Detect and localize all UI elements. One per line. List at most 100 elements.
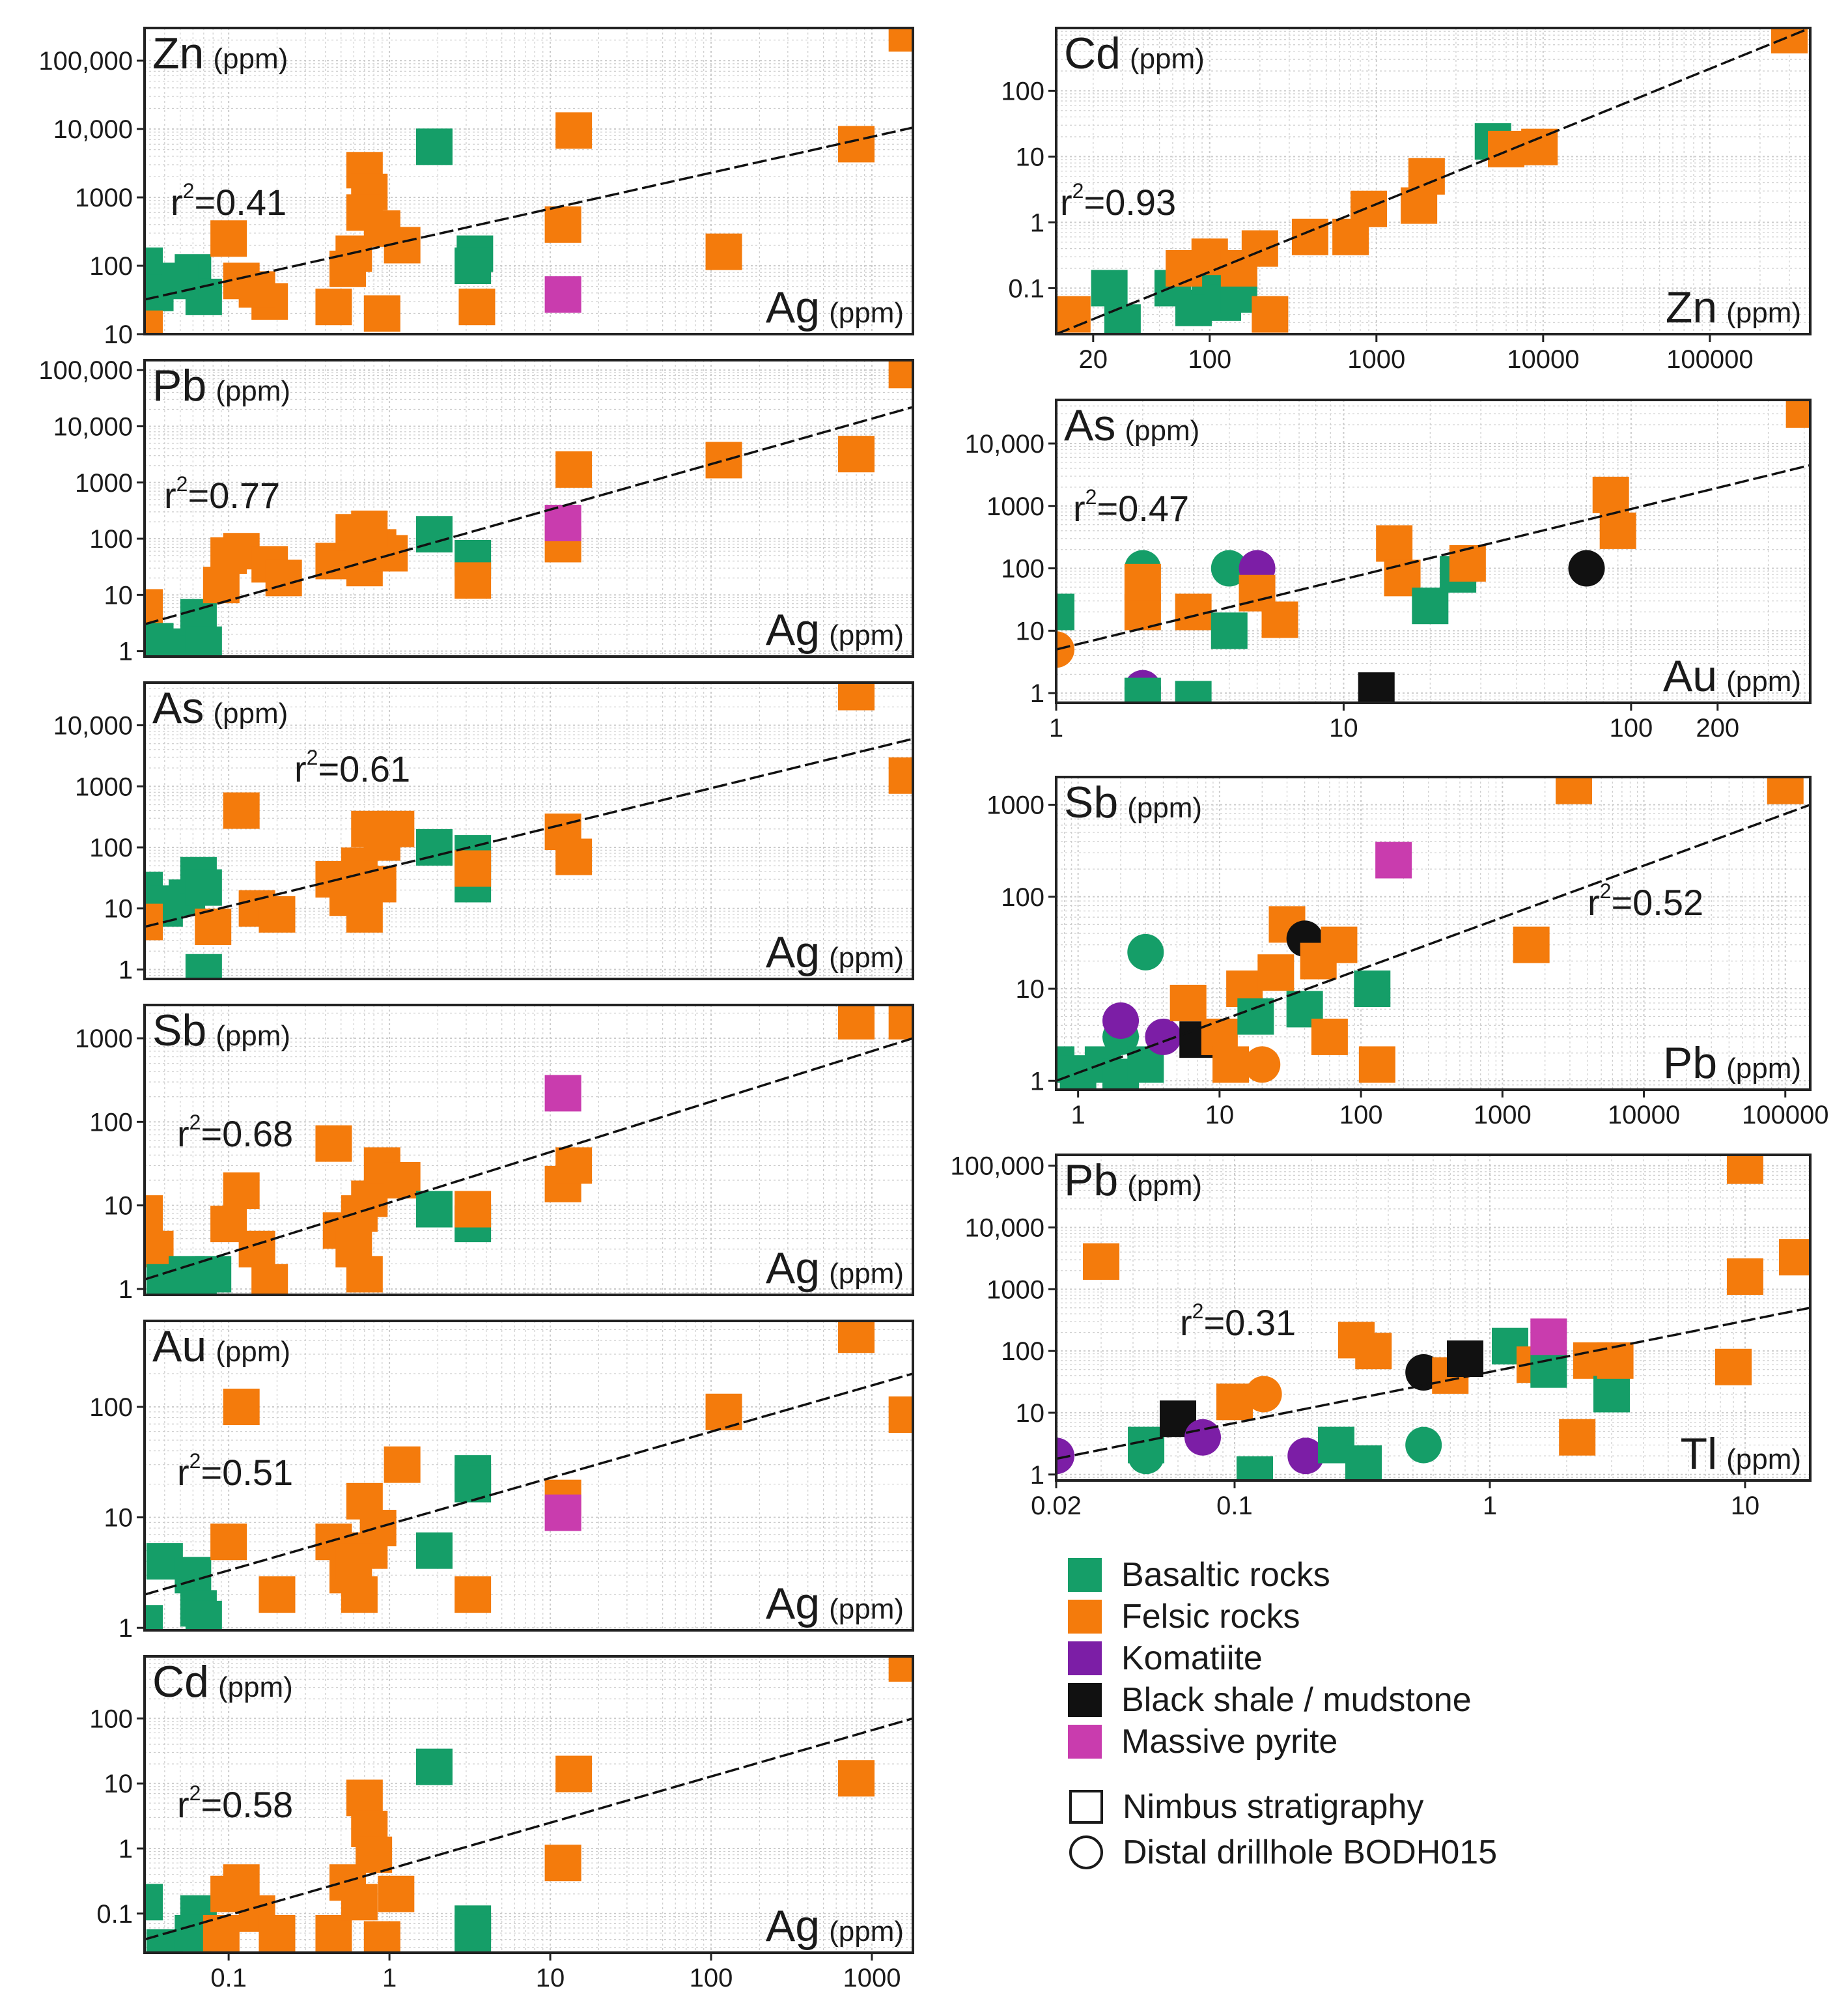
points	[145, 28, 913, 334]
data-point-basaltic	[185, 954, 222, 979]
data-point-felsic	[705, 442, 742, 479]
data-point-felsic	[1599, 512, 1636, 549]
regression-line	[145, 1717, 913, 1941]
legend-swatch-felsic	[1068, 1600, 1102, 1634]
y-tick-label: 0.1	[96, 1900, 133, 1929]
y-axis-title: Cd (ppm)	[152, 1657, 293, 1707]
y-tick-label: 10	[104, 1192, 133, 1221]
legend-swatch-komatiite	[1068, 1641, 1102, 1675]
data-point-basaltic	[185, 869, 222, 906]
legend-item-nimbus: Nimbus stratigraphy	[1068, 1789, 1423, 1825]
y-tick-label: 10	[104, 581, 133, 610]
data-point-felsic	[1083, 1243, 1120, 1280]
plot-frame	[143, 1004, 914, 1296]
data-point-felsic	[1245, 1376, 1282, 1413]
data-point-basaltic	[1124, 677, 1161, 703]
y-tick-label: 10,000	[965, 1214, 1044, 1243]
data-point-felsic	[1169, 984, 1207, 1021]
legend-item-komatiite: Komatiite	[1068, 1640, 1263, 1677]
data-point-black_shale	[1446, 1340, 1483, 1378]
y-tick-label: 1000	[987, 791, 1044, 820]
data-point-felsic	[1244, 1046, 1281, 1083]
gridlines	[1056, 28, 1810, 334]
data-point-basaltic	[1211, 550, 1248, 587]
data-point-felsic	[838, 436, 875, 473]
data-point-felsic	[705, 233, 742, 270]
y-tick-label: 1	[1030, 1067, 1044, 1096]
data-point-felsic	[1358, 1046, 1395, 1083]
data-point-felsic	[1488, 130, 1525, 167]
data-point-felsic	[838, 683, 875, 711]
y-axis-title: Pb (ppm)	[152, 361, 290, 410]
x-tick-label: 10	[536, 1964, 565, 1992]
data-point-basaltic	[1237, 1456, 1274, 1480]
x-tick-label: 1	[1071, 1101, 1085, 1129]
y-tick-label: 10	[104, 1770, 133, 1798]
data-point-black_shale	[1358, 672, 1395, 703]
y-tick-label: 1000	[987, 1275, 1044, 1304]
data-point-basaltic	[415, 1191, 453, 1228]
x-tick-label: 10000	[1608, 1101, 1680, 1129]
x-tick-label: 100000	[1742, 1101, 1828, 1129]
data-point-felsic	[384, 1162, 421, 1199]
panel-as_ag: 1 10 100 1000 10,000 As (ppm) Ag (ppm) r2=0.61	[53, 681, 914, 984]
data-point-basaltic	[1104, 304, 1141, 334]
x-axis-title: Ag (ppm)	[766, 605, 904, 655]
gridlines	[1056, 400, 1810, 703]
data-point-komatiite	[1102, 1002, 1140, 1040]
points	[1056, 28, 1808, 334]
legend-item-distal: Distal drillhole BODH015	[1068, 1834, 1497, 1871]
x-tick-label: 0.1	[210, 1964, 247, 1992]
y-tick-label: 1	[1030, 1461, 1044, 1490]
data-point-felsic	[1241, 230, 1278, 267]
plot-frame	[143, 27, 914, 335]
y-axis-title: Pb (ppm)	[1064, 1155, 1202, 1205]
gridlines	[145, 360, 913, 657]
y-tick-label: 1000	[75, 184, 133, 212]
y-axis-title: Au (ppm)	[152, 1322, 290, 1371]
data-point-komatiite	[1287, 1438, 1324, 1475]
plot-frame	[1055, 27, 1812, 335]
data-point-felsic	[363, 1921, 400, 1953]
r-squared-label: r2=0.77	[164, 472, 280, 516]
data-point-massive_pyrite	[544, 505, 581, 542]
y-tick-label: 1000	[75, 772, 133, 801]
legend-item-felsic: Felsic rocks	[1068, 1598, 1300, 1635]
data-point-komatiite	[1184, 1419, 1222, 1456]
data-point-felsic	[1556, 777, 1593, 804]
plot-frame	[143, 359, 914, 658]
data-point-felsic	[1355, 1333, 1392, 1370]
circle-outline-icon	[1069, 1835, 1103, 1869]
legend-label-nimbus: Nimbus stratigraphy	[1123, 1788, 1424, 1826]
data-point-felsic	[378, 1875, 415, 1912]
square-outline-icon	[1069, 1790, 1103, 1824]
plot-area	[1056, 400, 1810, 703]
data-point-felsic	[203, 567, 240, 604]
data-point-basaltic	[415, 1748, 453, 1785]
data-point-felsic	[251, 1264, 288, 1295]
data-point-felsic	[1124, 563, 1161, 601]
data-point-basaltic	[455, 1914, 492, 1951]
data-point-felsic	[555, 112, 593, 149]
data-point-felsic	[1785, 400, 1810, 428]
data-point-felsic	[1311, 1018, 1348, 1055]
y-tick-label: 100	[89, 834, 133, 862]
data-point-basaltic	[185, 1600, 222, 1630]
panel-as_au: 1 10 100 1000 10,000 1 10 100 200 As (ppm) Au (ppm) r…	[965, 399, 1812, 743]
panel-cd_zn: 0.1 1 10 100 20 100 1000 10000 100000 Cd (ppm) Zn (p…	[1001, 27, 1812, 374]
data-point-felsic	[315, 1914, 352, 1951]
y-tick-label: 10	[1016, 1399, 1045, 1428]
points	[145, 1321, 913, 1630]
legend-label-komatiite: Komatiite	[1121, 1639, 1263, 1677]
data-point-felsic	[544, 206, 581, 243]
y-tick-label: 100,000	[950, 1152, 1044, 1181]
data-point-basaltic	[1128, 1438, 1165, 1475]
data-point-felsic	[341, 1884, 378, 1921]
y-tick-label: 1	[119, 1614, 133, 1643]
r-squared-label: r2=0.47	[1073, 485, 1189, 529]
data-point-felsic	[838, 126, 875, 163]
y-tick-label: 10,000	[53, 412, 133, 441]
data-point-felsic	[1449, 545, 1486, 582]
y-tick-label: 100	[1001, 1337, 1044, 1366]
y-axis-title: Cd (ppm)	[1064, 29, 1205, 78]
